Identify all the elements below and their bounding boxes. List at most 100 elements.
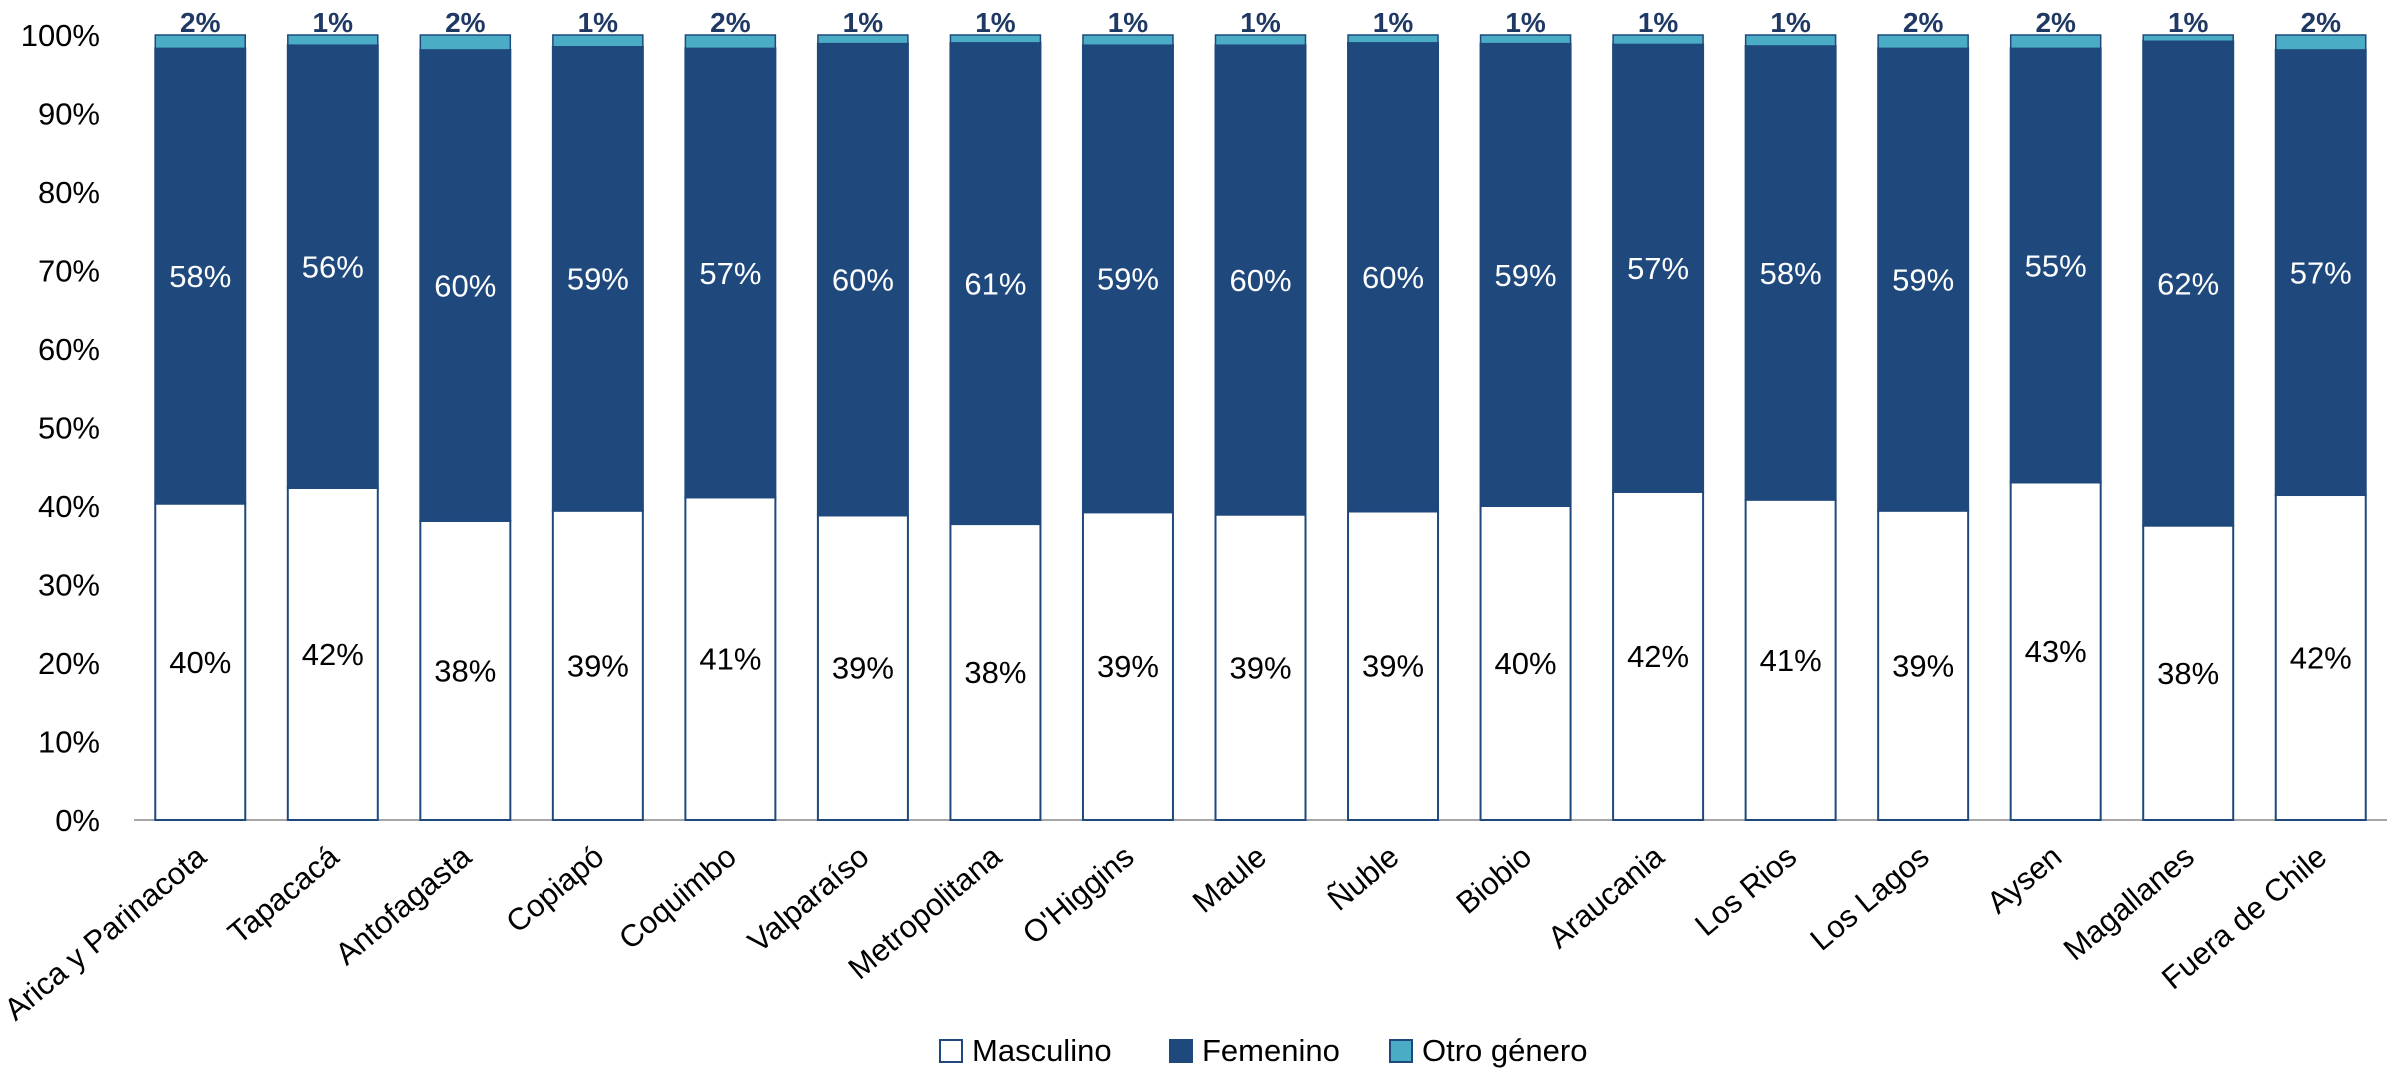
x-tick-label: Maule [1186,839,1273,920]
bars-layer [154,34,2367,822]
y-tick-label: 30% [38,568,100,603]
x-tick-label: Los Rios [1688,839,1803,943]
data-label: 39% [1229,650,1291,685]
legend-swatch-masculino [939,1039,963,1063]
data-label: 2% [445,7,486,38]
bar-segment-masculino [1081,511,1174,822]
data-label: 59% [567,262,629,297]
data-label: 39% [1362,649,1424,684]
data-label: 58% [169,259,231,294]
data-label: 61% [964,266,1026,301]
bar-segment-femenino [1347,41,1440,513]
data-label: 1% [1373,7,1414,38]
bar-segment-masculino [1612,490,1705,821]
data-label: 60% [832,263,894,298]
legend-swatch-femenino [1169,1039,1193,1063]
data-label: 57% [2290,255,2352,290]
data-label: 1% [1108,7,1149,38]
data-label: 41% [699,642,761,677]
y-tick-label: 60% [38,332,100,367]
x-tick-label: O'Higgins [1016,839,1141,952]
bar-segment-masculino [684,496,777,821]
bar-segment-masculino [2274,494,2367,821]
bar-segment-otro-g-nero [419,34,512,51]
legend: Masculino Femenino Otro género [939,1033,1587,1068]
data-label: 2% [2301,7,2342,38]
bar-segment-masculino [1877,509,1970,821]
bar-segment-masculino [286,486,379,821]
data-label: 43% [2025,634,2087,669]
data-label: 1% [1638,7,1679,38]
data-label: 2% [1903,7,1944,38]
bar-segment-masculino [1214,513,1307,821]
bar-segment-otro-g-nero [1214,34,1307,46]
bar-segment-femenino [816,42,909,517]
legend-label-femenino: Femenino [1202,1033,1340,1068]
x-tick-label: Los Lagos [1804,839,1936,958]
data-label: 38% [964,655,1026,690]
data-label: 2% [180,7,221,38]
data-label: 1% [578,7,619,38]
x-tick-label: Coquimbo [612,839,743,957]
data-labels-layer: 40% 58% 2% 42% 56% 1% 38% 60% 2% 39% 59% 1% 41% 57% 2%… [169,7,2352,691]
bar-segment-femenino [1214,44,1307,516]
x-tick-label: Arica y Parinacota [0,838,213,1027]
data-label: 1% [975,7,1016,38]
y-tick-label: 20% [38,646,100,681]
x-tick-label: Valparaíso [741,839,875,960]
bar-segment-otro-g-nero [552,34,644,48]
data-label: 38% [434,653,496,688]
bar-segment-femenino [684,47,777,499]
data-label: 1% [2168,7,2209,38]
data-label: 42% [302,637,364,672]
bar-segment-otro-g-nero [2274,34,2367,51]
data-label: 40% [1495,646,1557,681]
data-label: 60% [1229,263,1291,298]
x-tick-label: Tapacacá [221,838,346,951]
bar-segment-masculino [551,509,644,821]
x-tick-label: Ñuble [1321,839,1406,918]
bar-segment-otro-g-nero [1877,34,1969,50]
data-label: 59% [1097,262,1159,297]
data-label: 60% [1362,260,1424,295]
bar-segment-masculino [1479,505,1572,821]
bar-segment-otro-g-nero [1612,34,1704,46]
bar-segment-femenino [2009,47,2102,484]
x-tick-label: Antofagasta [329,838,479,972]
data-label: 56% [302,250,364,285]
bar-segment-femenino [551,45,644,512]
bar-segment-masculino [2009,481,2102,821]
y-tick-label: 10% [38,725,100,760]
bar-segment-otro-g-nero [154,34,247,50]
bar-segment-otro-g-nero [817,34,909,45]
bar-segment-otro-g-nero [684,34,777,50]
data-label: 2% [710,7,751,38]
legend-label-masculino: Masculino [972,1033,1112,1068]
bar-segment-femenino [1744,44,1837,501]
bar-segment-femenino [1877,47,1970,512]
data-label: 58% [1760,256,1822,291]
data-label: 1% [1240,7,1281,38]
bar-segment-otro-g-nero [287,34,379,46]
x-tick-label: Copiapó [499,839,610,940]
data-label: 41% [1760,643,1822,678]
data-label: 1% [1505,7,1546,38]
x-tick-label: Biobio [1450,839,1539,921]
y-tick-label: 40% [38,489,100,524]
data-label: 1% [1770,7,1811,38]
data-label: 38% [2157,656,2219,691]
bar-segment-masculino [949,523,1042,821]
bar-segment-masculino [1347,510,1440,821]
data-label: 1% [843,7,884,38]
data-label: 42% [2290,641,2352,676]
data-label: 39% [1097,649,1159,684]
y-tick-label: 90% [38,97,100,132]
bar-segment-femenino [949,41,1042,526]
legend-swatch-otro-g-nero [1389,1039,1413,1063]
bar-segment-femenino [1081,44,1174,514]
bar-segment-femenino [286,44,379,489]
data-label: 42% [1627,639,1689,674]
data-label: 57% [699,256,761,291]
